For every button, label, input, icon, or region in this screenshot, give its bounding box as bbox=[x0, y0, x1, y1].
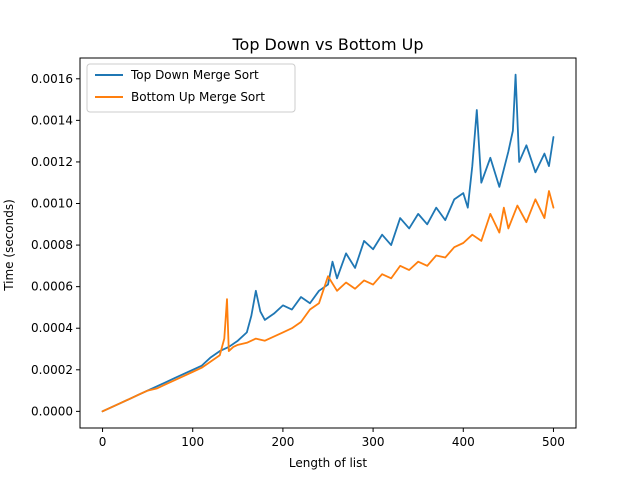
y-tick-label: 0.0016 bbox=[31, 72, 73, 86]
axis-ticks: 0 100 200 300 400 500 0.0000 0.0002 0.0004 0.0006… bbox=[31, 72, 565, 449]
series-group bbox=[101, 73, 555, 413]
legend: Top Down Merge Sort Bottom Up Merge Sort bbox=[86, 63, 296, 113]
x-axis-label: Length of list bbox=[289, 456, 368, 470]
y-tick-label: 0.0002 bbox=[31, 363, 73, 377]
legend-box bbox=[86, 63, 296, 113]
x-tick-label: 400 bbox=[452, 435, 475, 449]
x-tick-label: 300 bbox=[362, 435, 385, 449]
y-tick-label: 0.0008 bbox=[31, 238, 73, 252]
y-tick-label: 0.0006 bbox=[31, 280, 73, 294]
legend-label-top-down: Top Down Merge Sort bbox=[130, 68, 259, 82]
y-tick-label: 0.0000 bbox=[31, 404, 73, 418]
x-tick-label: 0 bbox=[99, 435, 107, 449]
chart-title: Top Down vs Bottom Up bbox=[231, 35, 423, 54]
y-tick-label: 0.0004 bbox=[31, 321, 73, 335]
plot-frame bbox=[79, 57, 577, 429]
legend-label-bottom-up: Bottom Up Merge Sort bbox=[131, 90, 265, 104]
y-tick-label: 0.0010 bbox=[31, 197, 73, 211]
y-tick-label: 0.0012 bbox=[31, 155, 73, 169]
x-tick-label: 500 bbox=[542, 435, 565, 449]
x-tick-label: 100 bbox=[181, 435, 204, 449]
series-line-bottom-up bbox=[101, 190, 555, 413]
y-tick-label: 0.0014 bbox=[31, 113, 73, 127]
x-tick-label: 200 bbox=[271, 435, 294, 449]
series-line-top-down bbox=[101, 73, 555, 413]
y-axis-label: Time (seconds) bbox=[2, 199, 16, 292]
